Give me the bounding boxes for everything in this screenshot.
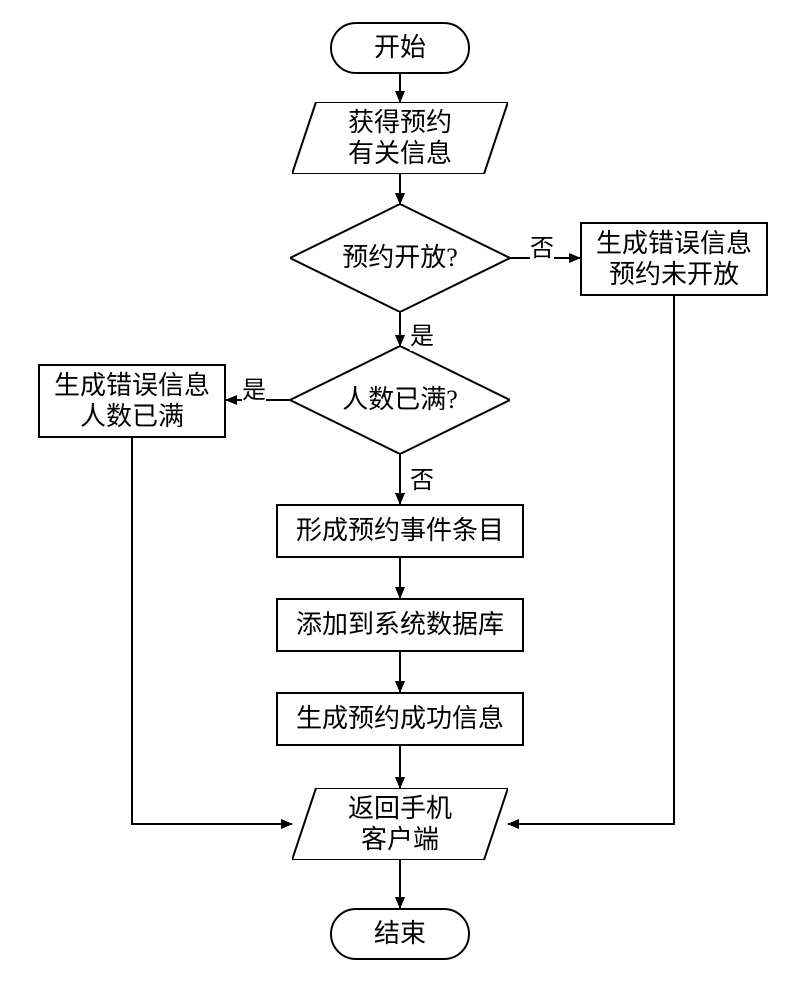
end-node: 结束: [330, 908, 470, 960]
gen-success-node: 生成预约成功信息: [276, 692, 524, 746]
get-info-label: 获得预约 有关信息: [348, 107, 452, 169]
flowchart-canvas: 开始 结束 获得预约 有关信息 预约开放? 生成错误信息 预约未开放 人数已满?…: [0, 0, 805, 1000]
gen-success-label: 生成预约成功信息: [296, 703, 504, 734]
error-full-label: 生成错误信息 人数已满: [54, 370, 210, 432]
decision-full-node: 人数已满?: [290, 346, 510, 454]
edge-label-d2-yes: 是: [242, 370, 266, 405]
edge-label-d1-no: 否: [530, 228, 554, 263]
end-label: 结束: [374, 918, 426, 949]
add-db-node: 添加到系统数据库: [276, 598, 524, 652]
add-db-label: 添加到系统数据库: [296, 609, 504, 640]
error-not-open-node: 生成错误信息 预约未开放: [580, 222, 768, 296]
decision-full-label: 人数已满?: [342, 384, 458, 415]
start-node: 开始: [330, 22, 470, 74]
get-info-node: 获得预约 有关信息: [292, 102, 508, 174]
decision-open-label: 预约开放?: [342, 242, 458, 273]
return-client-label: 返回手机 客户端: [348, 793, 452, 855]
edge-label-d2-no: 否: [410, 460, 434, 495]
edge-label-d1-yes: 是: [410, 316, 434, 351]
start-label: 开始: [374, 32, 426, 63]
form-entry-label: 形成预约事件条目: [296, 515, 504, 546]
decision-open-node: 预约开放?: [290, 204, 510, 312]
return-client-node: 返回手机 客户端: [292, 788, 508, 860]
form-entry-node: 形成预约事件条目: [276, 504, 524, 558]
error-full-node: 生成错误信息 人数已满: [38, 364, 226, 438]
error-not-open-label: 生成错误信息 预约未开放: [596, 228, 752, 290]
